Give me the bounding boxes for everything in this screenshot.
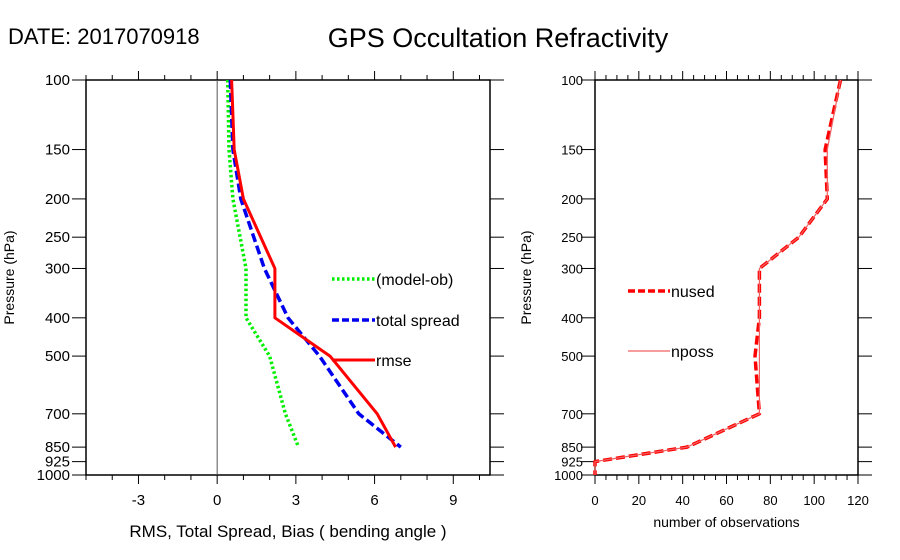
y-axis-title: Pressure (hPa): [1, 230, 17, 324]
left-panel: -3 0 3 6 9 100 150 200 250 300 400 500 700 8509251000…: [1, 71, 504, 541]
x-tick-label: 40: [675, 493, 689, 508]
series-line-nused: [593, 79, 843, 475]
y-tick-label: 300: [561, 261, 583, 276]
x-tick-label: 20: [632, 493, 646, 508]
y-tick-label: 250: [561, 230, 583, 245]
y-tick-label: 150: [561, 143, 583, 158]
y-tick-label: 850: [45, 439, 70, 456]
x-tick-label: 9: [449, 492, 457, 509]
legend-label: nposs: [671, 344, 714, 361]
y-tick-label: 400: [561, 311, 583, 326]
y-tick-label: 1000: [37, 467, 70, 484]
legend-label: (model-ob): [376, 272, 453, 289]
y-tick-label: 500: [561, 349, 583, 364]
y-tick-label: 925: [45, 454, 70, 471]
y-tick-label: 100: [561, 73, 583, 88]
x-tick-label: 80: [763, 493, 777, 508]
x-tick-label: 100: [803, 493, 825, 508]
series-line-totalspread: [228, 79, 402, 449]
right-panel: 0 20 40 60 80 100 120 100 150 200 250 300 400 500 700 8…: [518, 71, 872, 530]
y-tick-label: 700: [561, 407, 583, 422]
x-tick-label: 3: [292, 492, 300, 509]
plot-frame: [85, 79, 491, 476]
x-tick-label: 120: [847, 493, 869, 508]
y-axis-title: Pressure (hPa): [518, 230, 534, 324]
legend-label: total spread: [376, 313, 460, 330]
x-tick-label: 60: [719, 493, 733, 508]
plot-frame: [594, 79, 859, 476]
x-tick-label: 0: [213, 492, 221, 509]
x-tick-label: 6: [370, 492, 378, 509]
legend-label: nused: [671, 284, 715, 301]
y-tick-label: 700: [45, 406, 70, 423]
date-label: DATE: 2017070918: [8, 24, 200, 49]
y-tick-label: 150: [45, 142, 70, 159]
series-line-nposs: [594, 79, 842, 475]
x-axis-title: RMS, Total Spread, Bias ( bending angle …: [129, 522, 446, 541]
x-tick-label: -3: [132, 492, 145, 509]
y-tick-label: 500: [45, 348, 70, 365]
y-tick-label: 200: [45, 191, 70, 208]
x-tick-label: 0: [591, 493, 598, 508]
chart-title: GPS Occultation Refractivity: [328, 23, 669, 53]
y-tick-label: 1000: [554, 468, 583, 483]
y-tick-label: 300: [45, 260, 70, 277]
y-tick-label: 850: [561, 440, 583, 455]
y-tick-label: 200: [561, 192, 583, 207]
y-tick-label: 925: [561, 455, 583, 470]
legend-label: rmse: [376, 353, 412, 370]
y-tick-label: 100: [45, 72, 70, 89]
y-tick-label: 250: [45, 229, 70, 246]
x-axis-title: number of observations: [653, 514, 799, 530]
y-tick-label: 400: [45, 310, 70, 327]
series-line-rmse: [230, 79, 397, 448]
